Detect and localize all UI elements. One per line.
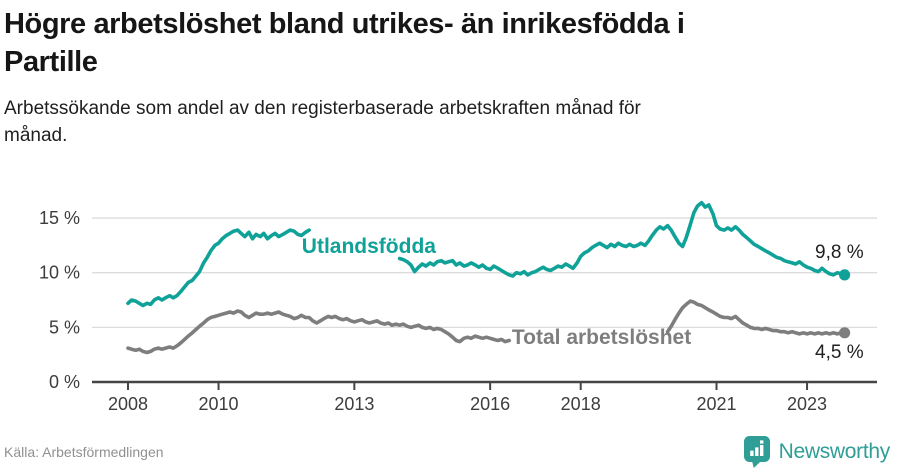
x-axis-label: 2023 bbox=[787, 394, 827, 414]
unemployment-chart: 0 % 5 % 10 % 15 % 2008 2010 2013 2016 2018 2021 20… bbox=[39, 200, 877, 414]
series-label-total: Total arbetslöshet bbox=[512, 326, 691, 349]
value-label-utlandsfodda: 9,8 % bbox=[815, 242, 864, 263]
page-title: Högre arbetslöshet bland utrikes- än inr… bbox=[4, 5, 886, 82]
chart-subtitle: Arbetssökande som andel av den registerb… bbox=[4, 96, 886, 150]
subtitle-line-2: månad. bbox=[4, 124, 68, 146]
newsworthy-wordmark: Newsworthy bbox=[778, 439, 891, 463]
x-axis-label: 2018 bbox=[561, 394, 601, 414]
x-axis-label: 2010 bbox=[199, 394, 239, 414]
subtitle-line-1: Arbetssökande som andel av den registerb… bbox=[4, 97, 641, 119]
series-line-utlandsfodda bbox=[126, 228, 311, 308]
footer: Källa: Arbetsförmedlingen Newsworthy bbox=[4, 435, 890, 468]
x-axis-label: 2008 bbox=[108, 394, 148, 414]
y-axis-label: 15 % bbox=[39, 208, 80, 228]
series-line-total bbox=[126, 309, 512, 355]
series-end-dot-utlandsfodda bbox=[839, 269, 851, 281]
value-label-total: 4,5 % bbox=[815, 342, 864, 363]
y-axis-label: 5 % bbox=[49, 317, 80, 337]
newsworthy-brand: Newsworthy bbox=[743, 435, 890, 468]
x-axis-label: 2013 bbox=[334, 394, 374, 414]
title-line-1: Högre arbetslöshet bland utrikes- än inr… bbox=[4, 8, 685, 40]
series-line-total bbox=[665, 299, 847, 336]
series-label-utlandsfodda: Utlandsfödda bbox=[302, 235, 436, 258]
newsworthy-logo-icon bbox=[743, 436, 770, 468]
header: Högre arbetslöshet bland utrikes- än inr… bbox=[0, 0, 900, 149]
x-axis-label: 2016 bbox=[470, 394, 510, 414]
series-line-utlandsfodda bbox=[397, 200, 847, 278]
y-axis-label: 0 % bbox=[49, 372, 80, 392]
source-note: Källa: Arbetsförmedlingen bbox=[4, 443, 164, 460]
y-axis-label: 10 % bbox=[39, 263, 80, 283]
x-axis-label: 2021 bbox=[696, 394, 736, 414]
series-end-dot-total bbox=[839, 327, 851, 339]
title-line-2: Partille bbox=[4, 46, 98, 79]
